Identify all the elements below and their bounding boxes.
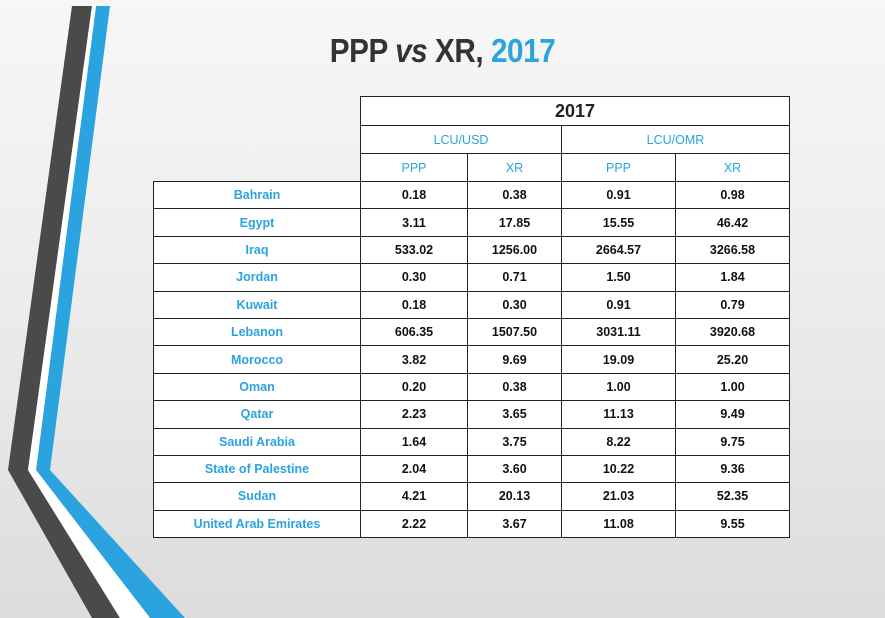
country-name: Iraq bbox=[153, 235, 361, 265]
country-name: Egypt bbox=[153, 208, 361, 237]
table-row: Sudan 4.21 20.13 21.03 52.35 bbox=[153, 482, 790, 511]
value-cell: 2664.57 bbox=[561, 235, 676, 265]
value-cell: 9.69 bbox=[467, 345, 562, 374]
year-header-row: 2017 bbox=[154, 96, 790, 126]
table-row: Qatar 2.23 3.65 11.13 9.49 bbox=[153, 400, 790, 429]
value-cell: 1.50 bbox=[561, 263, 676, 292]
table-row: United Arab Emirates 2.22 3.67 11.08 9.55 bbox=[153, 509, 790, 539]
value-cell: 9.75 bbox=[675, 427, 790, 456]
blue-stripe bbox=[36, 6, 185, 618]
value-cell: 52.35 bbox=[675, 482, 790, 511]
table-row: Oman 0.20 0.38 1.00 1.00 bbox=[153, 372, 790, 402]
sub-header-row: PPP XR PPP XR bbox=[154, 153, 790, 182]
value-cell: 3.11 bbox=[360, 208, 468, 237]
value-cell: 533.02 bbox=[360, 235, 468, 265]
value-cell: 3031.11 bbox=[561, 317, 676, 347]
value-cell: 0.18 bbox=[360, 290, 468, 319]
white-stripe-gap bbox=[28, 6, 150, 618]
value-cell: 20.13 bbox=[467, 482, 562, 511]
value-cell: 3.65 bbox=[467, 400, 562, 429]
value-cell: 11.08 bbox=[561, 509, 676, 539]
title-vs: vs bbox=[395, 32, 428, 69]
value-cell: 0.91 bbox=[561, 180, 676, 210]
value-cell: 4.21 bbox=[360, 482, 468, 511]
country-name: Qatar bbox=[153, 400, 361, 429]
value-cell: 2.22 bbox=[360, 509, 468, 539]
country-name: Oman bbox=[153, 372, 361, 402]
title-year: 2017 bbox=[490, 32, 556, 69]
value-cell: 19.09 bbox=[561, 345, 676, 374]
country-name: Jordan bbox=[153, 263, 361, 292]
group-header-lcu-omr: LCU/OMR bbox=[561, 125, 790, 154]
subheader-xr-omr: XR bbox=[675, 153, 790, 182]
subheader-ppp-usd: PPP bbox=[360, 153, 468, 182]
value-cell: 0.98 bbox=[675, 180, 790, 210]
value-cell: 11.13 bbox=[561, 400, 676, 429]
year-header: 2017 bbox=[360, 96, 790, 126]
table-row: Iraq 533.02 1256.00 2664.57 3266.58 bbox=[153, 235, 790, 265]
table-row: Egypt 3.11 17.85 15.55 46.42 bbox=[153, 208, 790, 237]
value-cell: 0.20 bbox=[360, 372, 468, 402]
table-row: Morocco 3.82 9.69 19.09 25.20 bbox=[153, 345, 790, 374]
country-name: State of Palestine bbox=[153, 454, 361, 484]
country-name: Bahrain bbox=[153, 180, 361, 210]
value-cell: 2.23 bbox=[360, 400, 468, 429]
value-cell: 3920.68 bbox=[675, 317, 790, 347]
value-cell: 3.67 bbox=[467, 509, 562, 539]
value-cell: 46.42 bbox=[675, 208, 790, 237]
table-row: Bahrain 0.18 0.38 0.91 0.98 bbox=[153, 180, 790, 210]
table-row: Jordan 0.30 0.71 1.50 1.84 bbox=[153, 263, 790, 292]
value-cell: 2.04 bbox=[360, 454, 468, 484]
value-cell: 21.03 bbox=[561, 482, 676, 511]
subheader-xr-usd: XR bbox=[467, 153, 562, 182]
value-cell: 1.64 bbox=[360, 427, 468, 456]
value-cell: 3266.58 bbox=[675, 235, 790, 265]
country-name: Lebanon bbox=[153, 317, 361, 347]
country-name: Morocco bbox=[153, 345, 361, 374]
dark-stripe bbox=[8, 6, 120, 618]
country-name: United Arab Emirates bbox=[153, 509, 361, 539]
value-cell: 1.84 bbox=[675, 263, 790, 292]
country-name: Saudi Arabia bbox=[153, 427, 361, 456]
value-cell: 0.71 bbox=[467, 263, 562, 292]
value-cell: 9.36 bbox=[675, 454, 790, 484]
value-cell: 1.00 bbox=[675, 372, 790, 402]
group-header-lcu-usd: LCU/USD bbox=[360, 125, 562, 154]
value-cell: 3.82 bbox=[360, 345, 468, 374]
table-row: State of Palestine 2.04 3.60 10.22 9.36 bbox=[153, 454, 790, 484]
value-cell: 0.91 bbox=[561, 290, 676, 319]
value-cell: 9.55 bbox=[675, 509, 790, 539]
value-cell: 1507.50 bbox=[467, 317, 562, 347]
value-cell: 0.38 bbox=[467, 372, 562, 402]
value-cell: 1.00 bbox=[561, 372, 676, 402]
country-name: Kuwait bbox=[153, 290, 361, 319]
table-row: Saudi Arabia 1.64 3.75 8.22 9.75 bbox=[153, 427, 790, 456]
value-cell: 25.20 bbox=[675, 345, 790, 374]
group-header-row: LCU/USD LCU/OMR bbox=[154, 125, 790, 154]
value-cell: 3.75 bbox=[467, 427, 562, 456]
value-cell: 3.60 bbox=[467, 454, 562, 484]
title-main: PPP bbox=[329, 32, 396, 69]
value-cell: 8.22 bbox=[561, 427, 676, 456]
value-cell: 0.30 bbox=[360, 263, 468, 292]
value-cell: 0.79 bbox=[675, 290, 790, 319]
value-cell: 17.85 bbox=[467, 208, 562, 237]
value-cell: 0.18 bbox=[360, 180, 468, 210]
country-name: Sudan bbox=[153, 482, 361, 511]
title-mid: XR, bbox=[427, 32, 491, 69]
table-row: Kuwait 0.18 0.30 0.91 0.79 bbox=[153, 290, 790, 319]
subheader-ppp-omr: PPP bbox=[561, 153, 676, 182]
value-cell: 10.22 bbox=[561, 454, 676, 484]
value-cell: 0.30 bbox=[467, 290, 562, 319]
ppp-xr-table: 2017 LCU/USD LCU/OMR PPP XR PPP XR Bahra… bbox=[153, 96, 790, 539]
table-row: Lebanon 606.35 1507.50 3031.11 3920.68 bbox=[153, 317, 790, 347]
value-cell: 606.35 bbox=[360, 317, 468, 347]
value-cell: 0.38 bbox=[467, 180, 562, 210]
value-cell: 1256.00 bbox=[467, 235, 562, 265]
slide-title: PPP vs XR, 2017 bbox=[44, 32, 841, 70]
value-cell: 15.55 bbox=[561, 208, 676, 237]
value-cell: 9.49 bbox=[675, 400, 790, 429]
